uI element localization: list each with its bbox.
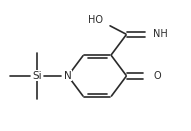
Text: N: N — [64, 71, 72, 81]
Text: O: O — [153, 71, 161, 81]
Text: HO: HO — [88, 15, 103, 25]
Text: NH: NH — [153, 29, 168, 39]
Text: Si: Si — [32, 71, 42, 81]
